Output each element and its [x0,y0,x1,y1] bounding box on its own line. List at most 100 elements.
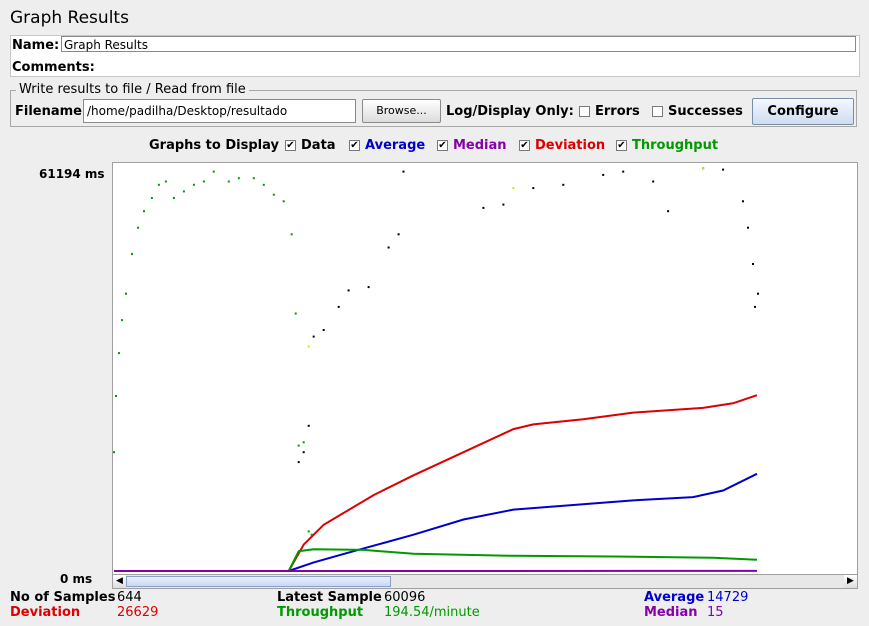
yellow-data-point [702,167,705,170]
graph-panel [112,162,858,575]
page-title: Graph Results [10,8,129,28]
throughput-early-data-point [290,233,293,236]
throughput-early-data-point [118,352,120,355]
configure-button[interactable]: Configure [752,98,854,125]
filename-input[interactable]: /home/padilha/Desktop/resultado [83,99,356,123]
deviation-checkbox[interactable]: ✔ [519,140,530,151]
browse-button[interactable]: Browse... [362,99,441,123]
data-data-point [297,461,300,464]
throughput-option-label: Throughput [632,138,719,153]
throughput-early-data-point [157,183,160,186]
throughput-early-data-point [307,530,310,533]
samples-value: 644 [117,590,142,605]
graph-horizontal-scrollbar[interactable]: ◀ ▶ [112,574,858,589]
data-data-point [322,329,325,331]
graphs-to-display-label: Graphs to Display [149,138,279,153]
scroll-thumb[interactable] [126,576,391,587]
throughput-early-data-point [202,180,205,183]
samples-label: No of Samples [10,590,116,605]
throughput-early-data-point [252,177,255,180]
data-data-point [337,305,340,308]
throughput-early-data-point [164,180,167,183]
results-graph [113,167,759,572]
data-data-point [667,210,670,213]
throughput-early-data-point [131,253,133,256]
data-data-point [402,170,405,173]
data-data-point [367,286,370,289]
median-stat-label: Median [644,605,698,620]
throughput-early-data-point [113,451,115,454]
data-data-point [482,206,485,209]
data-data-point [742,200,744,203]
average-series-line [114,472,758,572]
median-option-label: Median [453,138,507,153]
data-data-point [722,168,725,171]
filename-label: Filename [15,104,82,119]
data-data-point [754,305,756,308]
throughput-early-data-point [212,170,215,173]
deviation-stat-value: 26629 [117,605,159,620]
throughput-early-data-point [192,183,195,186]
throughput-early-data-point [172,197,175,199]
deviation-series-line [114,394,758,572]
data-data-point [502,203,505,206]
throughput-early-data-point [143,210,145,213]
throughput-early-data-point [272,193,275,196]
errors-label: Errors [595,104,640,119]
data-data-point [622,170,625,173]
throughput-early-data-point [262,183,265,186]
yellow-data-point [307,345,310,348]
throughput-series-line [114,548,758,572]
y-axis-max-label: 61194 ms [39,167,105,181]
data-data-point [747,226,749,229]
throughput-stat-label: Throughput [277,605,364,620]
latest-sample-label: Latest Sample [277,590,382,605]
deviation-stat-label: Deviation [10,605,81,620]
data-data-point [752,263,754,265]
data-data-point [347,289,350,292]
throughput-early-data-point [310,533,313,536]
throughput-early-data-point [227,180,230,183]
data-data-point [307,424,310,427]
throughput-early-data-point [294,312,297,315]
file-fieldset [10,90,857,127]
log-display-label: Log/Display Only: [446,104,574,119]
scroll-left-icon[interactable]: ◀ [113,575,126,588]
average-option-label: Average [365,138,426,153]
data-checkbox[interactable]: ✔ [285,140,296,151]
errors-checkbox[interactable] [579,106,590,117]
median-checkbox[interactable]: ✔ [437,140,448,151]
data-data-point [562,183,565,186]
data-data-point [302,451,305,454]
throughput-early-data-point [150,197,153,199]
average-checkbox[interactable]: ✔ [349,140,360,151]
deviation-option-label: Deviation [535,138,606,153]
name-label: Name: [12,38,60,53]
yellow-data-point [512,187,515,190]
throughput-checkbox[interactable]: ✔ [616,140,627,151]
throughput-early-data-point [282,200,285,203]
name-input[interactable]: Graph Results [61,36,856,52]
data-data-point [532,187,535,190]
throughput-early-data-point [182,190,185,193]
average-stat-value: 14729 [707,590,749,605]
data-data-point [757,292,759,295]
data-data-point [602,173,605,176]
successes-label: Successes [668,104,743,119]
throughput-early-data-point [137,226,139,229]
file-section-legend: Write results to file / Read from file [16,82,249,97]
scroll-right-icon[interactable]: ▶ [844,575,857,588]
y-axis-min-label: 0 ms [60,572,93,586]
latest-sample-value: 60096 [384,590,426,605]
throughput-early-data-point [125,292,127,295]
data-data-point [312,335,315,338]
data-data-point [652,180,655,183]
average-stat-label: Average [644,590,705,605]
throughput-stat-value: 194.54/minute [384,605,480,620]
data-option-label: Data [301,138,336,153]
throughput-early-data-point [302,441,305,444]
throughput-early-data-point [121,319,123,322]
median-stat-value: 15 [707,605,724,620]
data-data-point [397,233,400,236]
successes-checkbox[interactable] [652,106,663,117]
